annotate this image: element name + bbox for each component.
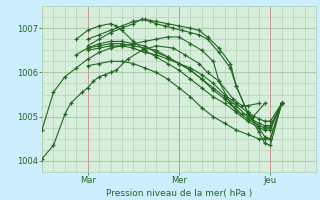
X-axis label: Pression niveau de la mer( hPa ): Pression niveau de la mer( hPa ) xyxy=(106,189,252,198)
